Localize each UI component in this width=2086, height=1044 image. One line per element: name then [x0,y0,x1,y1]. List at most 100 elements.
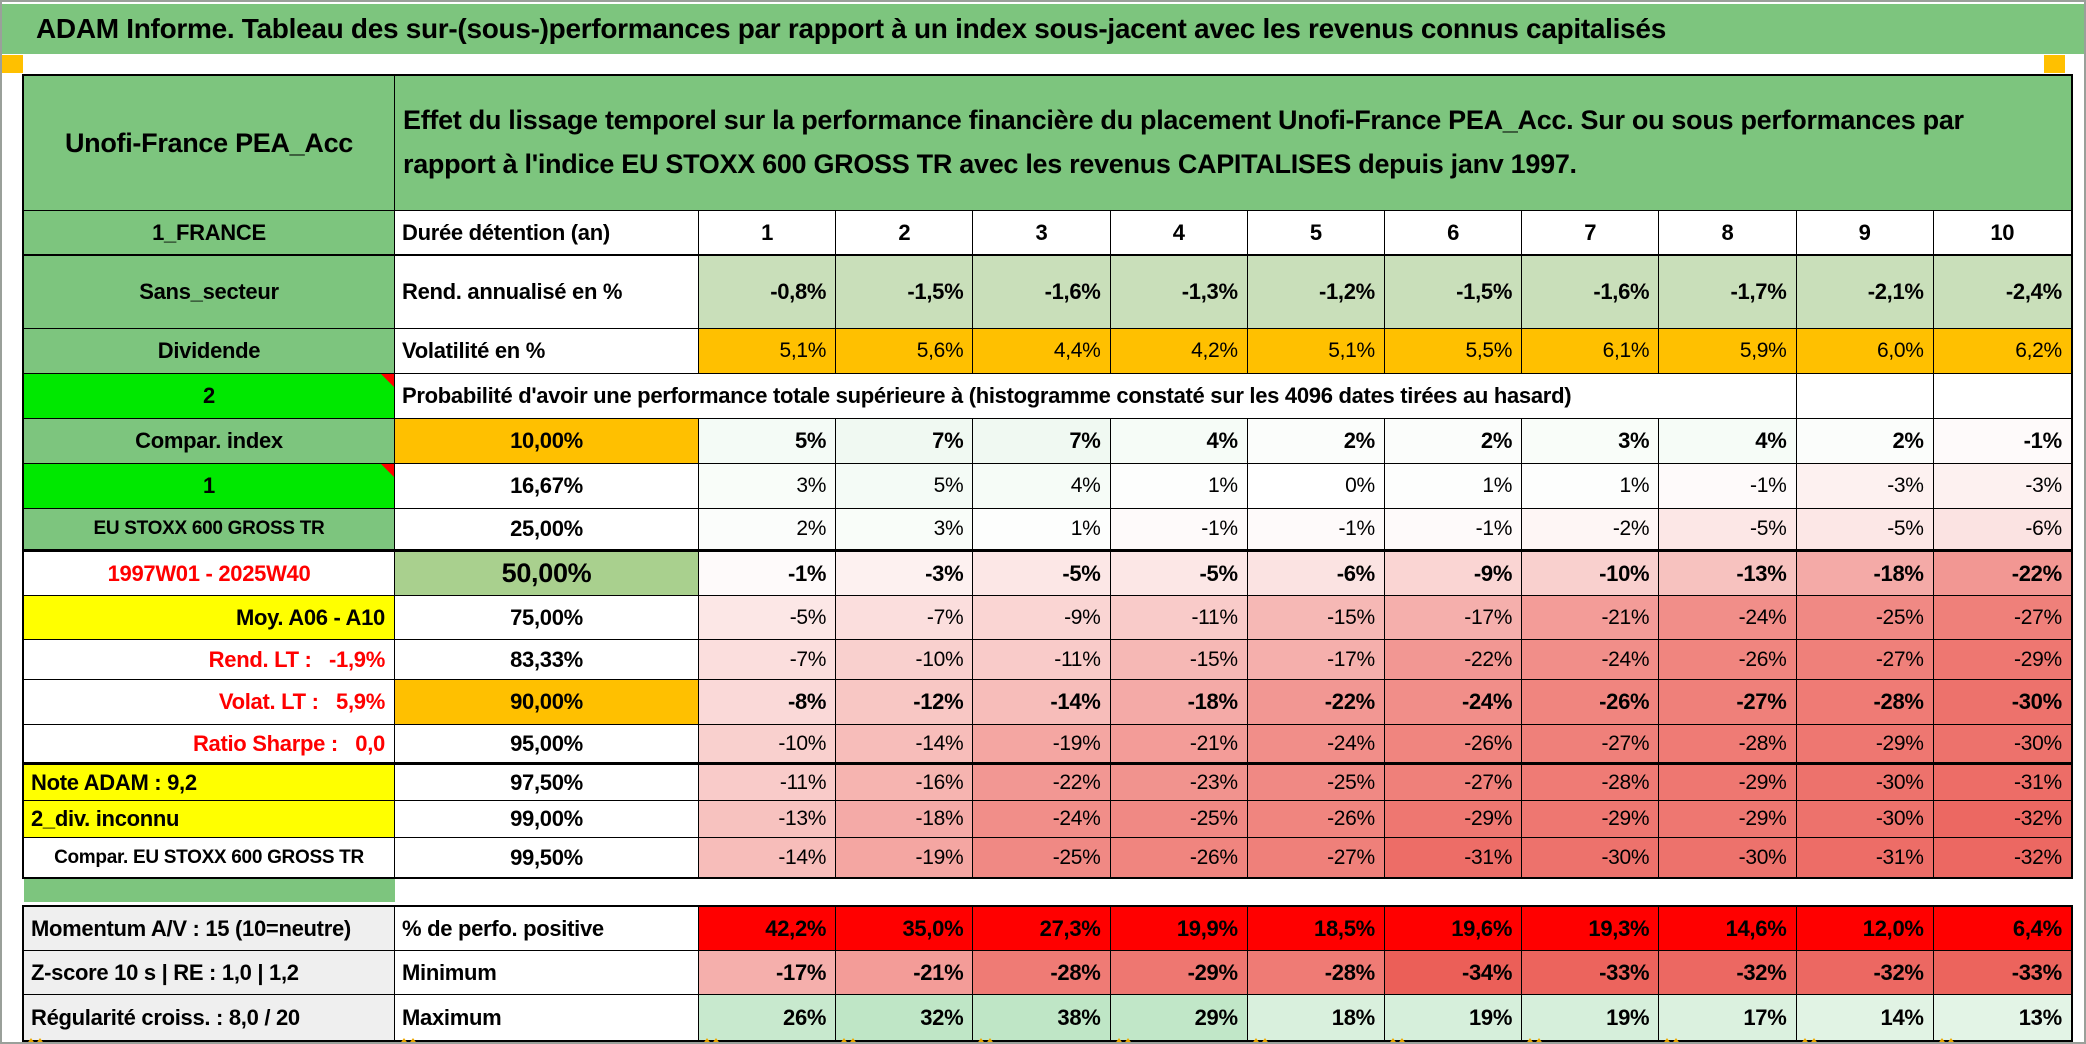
percentile-label-cell[interactable]: 25,00% [395,509,699,550]
duration-col-7[interactable]: 7 [1522,211,1660,256]
data-cell[interactable]: -1,7% [1659,256,1797,329]
data-cell[interactable]: 32% [836,995,974,1040]
data-cell[interactable]: 5,6% [836,329,974,374]
row-label-cell[interactable]: 1997W01 - 2025W40 [24,550,395,596]
data-cell[interactable]: -3% [1796,464,1934,509]
data-cell[interactable]: 5,1% [1247,329,1385,374]
data-cell[interactable]: 7% [973,419,1111,464]
data-cell[interactable]: -30% [1933,680,2071,725]
data-cell[interactable]: 4% [1659,419,1797,464]
data-cell[interactable]: -24% [973,801,1111,838]
duration-label-cell[interactable]: Durée détention (an) [395,211,699,256]
data-cell[interactable]: -26% [1522,680,1660,725]
data-cell[interactable]: -13% [1659,550,1797,596]
data-cell[interactable]: -29% [1659,765,1797,801]
data-cell[interactable]: 5% [699,419,837,464]
duration-col-2[interactable]: 2 [836,211,974,256]
data-cell[interactable]: -28% [1796,680,1934,725]
metric-label-cell[interactable]: Rend. annualisé en % [395,256,699,329]
percentile-label-cell[interactable]: 83,33% [395,640,699,680]
data-cell[interactable]: 19% [1384,995,1523,1040]
data-cell[interactable]: -1,3% [1110,256,1248,329]
data-cell[interactable]: -30% [1796,801,1934,838]
data-cell[interactable]: -10% [1522,550,1660,596]
data-cell[interactable]: -15% [1110,640,1248,680]
duration-col-10[interactable]: 10 [1933,211,2071,256]
data-cell[interactable]: -17% [1247,640,1385,680]
row-label-cell[interactable]: EU STOXX 600 GROSS TR [24,509,395,550]
data-cell[interactable]: -21% [1110,725,1248,765]
data-cell[interactable]: -0,8% [699,256,837,329]
data-cell[interactable]: 42,2% [699,907,837,951]
data-cell[interactable]: 17% [1659,995,1797,1040]
data-cell[interactable]: -18% [1110,680,1248,725]
data-cell[interactable]: -28% [1247,951,1385,995]
data-cell[interactable]: -26% [1110,838,1248,877]
data-cell[interactable]: 2% [1796,419,1934,464]
country-cell[interactable]: 1_FRANCE [24,211,395,256]
data-cell[interactable]: -22% [1933,550,2071,596]
data-cell[interactable]: -17% [699,951,837,995]
row-label-cell[interactable]: Note ADAM : 9,2 [24,765,395,801]
data-cell[interactable]: -28% [1659,725,1797,765]
probability-title-cell[interactable]: Probabilité d'avoir une performance tota… [395,374,1797,419]
percentile-label-cell[interactable]: 75,00% [395,596,699,640]
data-cell[interactable]: 1% [973,509,1111,550]
data-cell[interactable]: -27% [1247,838,1385,877]
data-cell[interactable]: -15% [1247,596,1385,640]
empty-cell[interactable] [1933,374,2071,419]
stat-label-cell[interactable]: Z-score 10 s | RE : 1,0 | 1,2 [24,951,395,995]
data-cell[interactable]: -31% [1384,838,1523,877]
data-cell[interactable]: -5% [1659,509,1797,550]
data-cell[interactable]: -8% [699,680,837,725]
data-cell[interactable]: -19% [973,725,1111,765]
stat-metric-cell[interactable]: Maximum [395,995,699,1040]
data-cell[interactable]: -14% [699,838,837,877]
data-cell[interactable]: -27% [1384,765,1523,801]
data-cell[interactable]: -3% [836,550,974,596]
data-cell[interactable]: -27% [1933,596,2071,640]
data-cell[interactable]: -18% [1796,550,1934,596]
percentile-label-cell[interactable]: 90,00% [395,680,699,725]
percentile-label-cell[interactable]: 99,50% [395,838,699,877]
data-cell[interactable]: 4% [973,464,1111,509]
data-cell[interactable]: -29% [1522,801,1660,838]
data-cell[interactable]: -18% [836,801,974,838]
data-cell[interactable]: -1% [1247,509,1385,550]
data-cell[interactable]: 29% [1110,995,1248,1040]
row-label-cell[interactable]: 1 [24,464,395,509]
data-cell[interactable]: -31% [1796,838,1934,877]
percentile-label-cell[interactable]: 99,00% [395,801,699,838]
data-cell[interactable]: -1% [1933,419,2071,464]
data-cell[interactable]: -30% [1659,838,1797,877]
data-cell[interactable]: 19% [1522,995,1660,1040]
data-cell[interactable]: 19,9% [1110,907,1248,951]
data-cell[interactable]: -25% [1796,596,1934,640]
data-cell[interactable]: -32% [1933,801,2071,838]
duration-col-8[interactable]: 8 [1659,211,1797,256]
data-cell[interactable]: -11% [1110,596,1248,640]
data-cell[interactable]: -22% [1384,640,1523,680]
data-cell[interactable]: -14% [973,680,1111,725]
data-cell[interactable]: -2,1% [1796,256,1934,329]
data-cell[interactable]: 1% [1384,464,1523,509]
data-cell[interactable]: -26% [1659,640,1797,680]
data-cell[interactable]: 14% [1796,995,1934,1040]
duration-col-6[interactable]: 6 [1384,211,1523,256]
data-cell[interactable]: 18% [1247,995,1385,1040]
data-cell[interactable]: -1% [1110,509,1248,550]
row-label-cell[interactable]: Sans_secteur [24,256,395,329]
data-cell[interactable]: 2% [699,509,837,550]
data-cell[interactable]: -30% [1522,838,1660,877]
data-cell[interactable]: -11% [973,640,1111,680]
data-cell[interactable]: -9% [973,596,1111,640]
data-cell[interactable]: -24% [1659,596,1797,640]
data-cell[interactable]: 2% [1247,419,1385,464]
data-cell[interactable]: 3% [836,509,974,550]
data-cell[interactable]: 12,0% [1796,907,1934,951]
data-cell[interactable]: 4,2% [1110,329,1248,374]
description-cell[interactable]: Effet du lissage temporel sur la perform… [395,76,2071,211]
data-cell[interactable]: -13% [699,801,837,838]
data-cell[interactable]: 19,3% [1522,907,1660,951]
data-cell[interactable]: -32% [1933,838,2071,877]
